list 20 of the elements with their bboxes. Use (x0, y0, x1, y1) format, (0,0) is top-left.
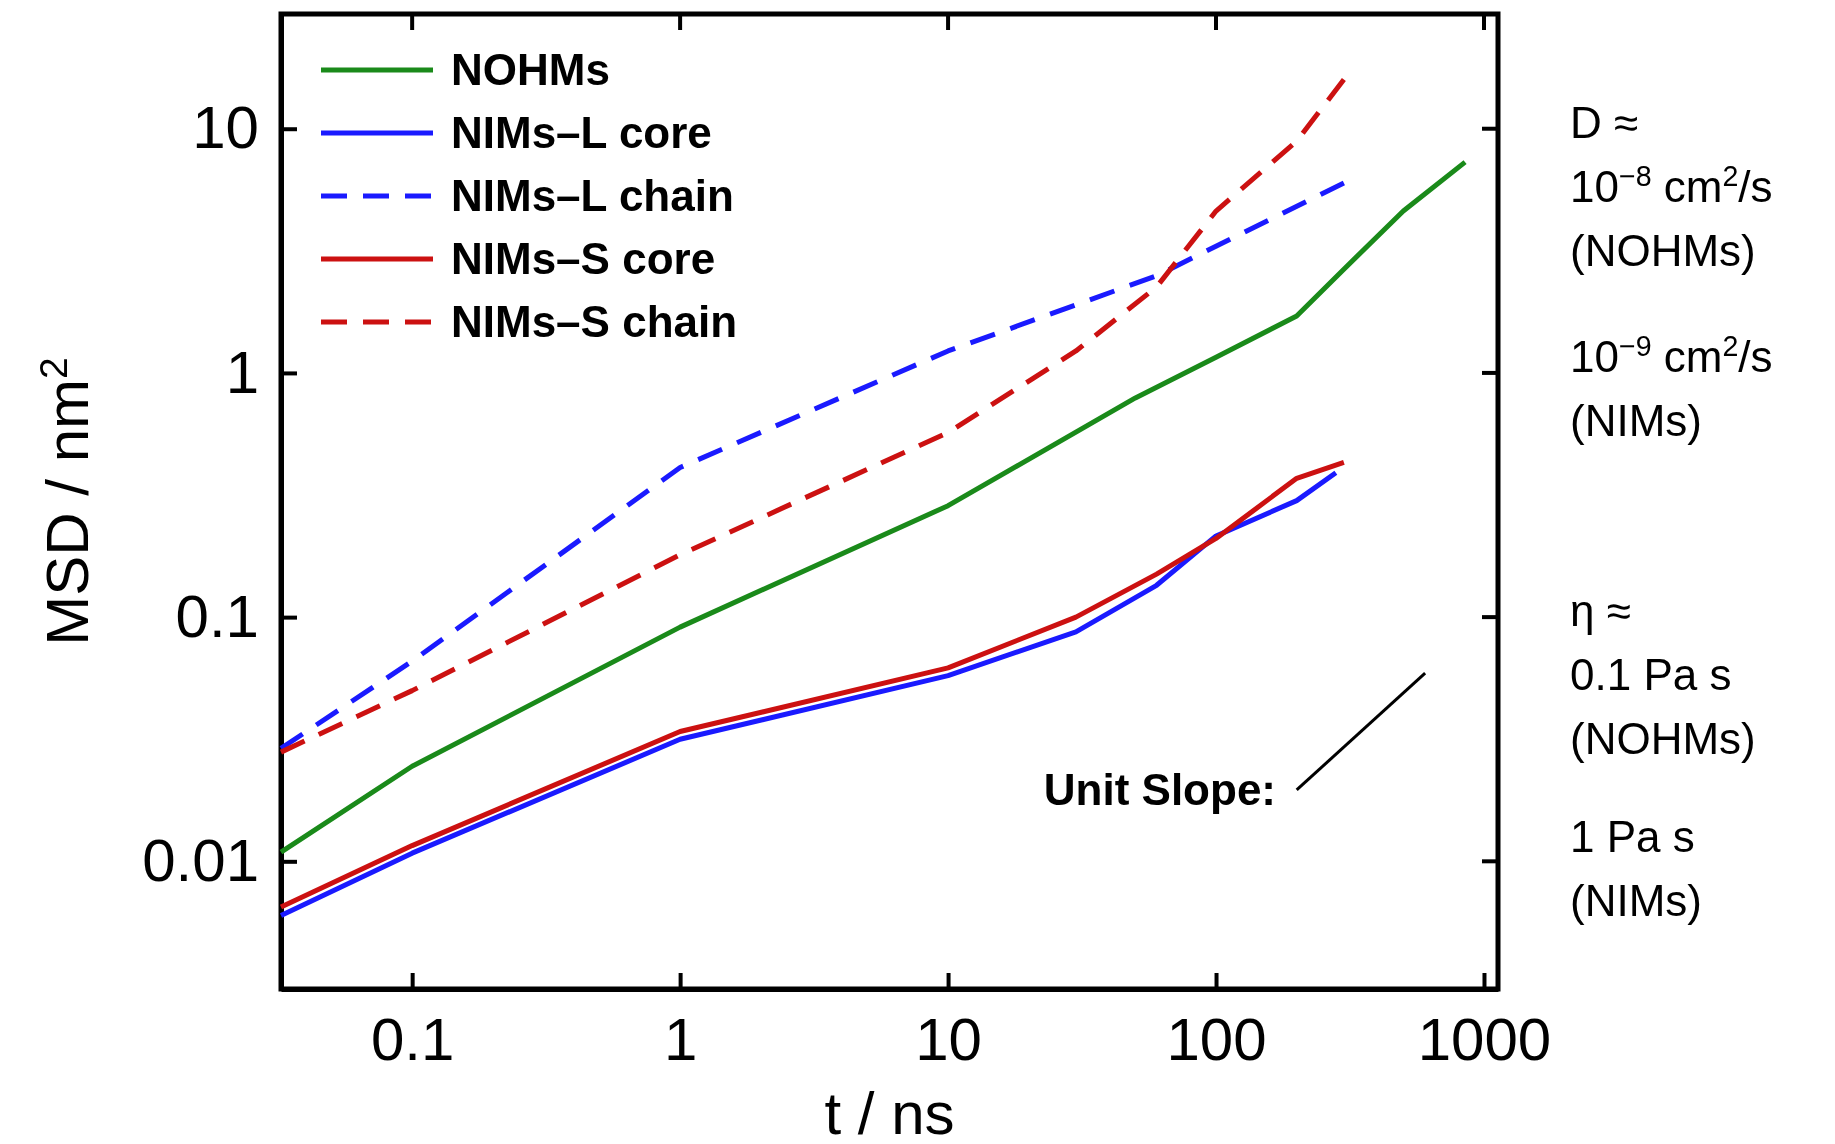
y-tick-label: 0.01 (142, 827, 259, 895)
legend-label: NIMs–S chain (451, 297, 738, 346)
x-tick-label: 0.1 (370, 1005, 455, 1073)
x-tick-label: 100 (1166, 1005, 1267, 1073)
legend-label: NIMs–L core (451, 108, 712, 157)
y-tick-label: 1 (225, 338, 259, 406)
text: 10$^{−9}$ cm$^{2}$/s (NIMs) (1570, 330, 1773, 445)
annotation: Unit Slope: (1043, 765, 1276, 814)
x-tick-label: 1 (663, 1005, 698, 1073)
text: D ≈ 10$^{−8}$ cm$^{2}$/s (NOHMs) (1570, 98, 1773, 275)
x-tick-label: 10 (915, 1005, 982, 1073)
text: η ≈ 0.1 Pa s (NOHMs) (1570, 586, 1756, 763)
x-axis-title: t / ns (824, 1080, 955, 1144)
legend-label: NOHMs (451, 45, 610, 94)
y-tick-label: 10 (192, 94, 259, 162)
x-tick-label: 1000 (1417, 1005, 1552, 1073)
text: 1 Pa s (NIMs) (1570, 812, 1702, 925)
y-tick-label: 0.1 (175, 582, 259, 650)
legend-label: NIMs–L chain (451, 171, 734, 220)
legend-label: NIMs–S core (451, 234, 716, 283)
